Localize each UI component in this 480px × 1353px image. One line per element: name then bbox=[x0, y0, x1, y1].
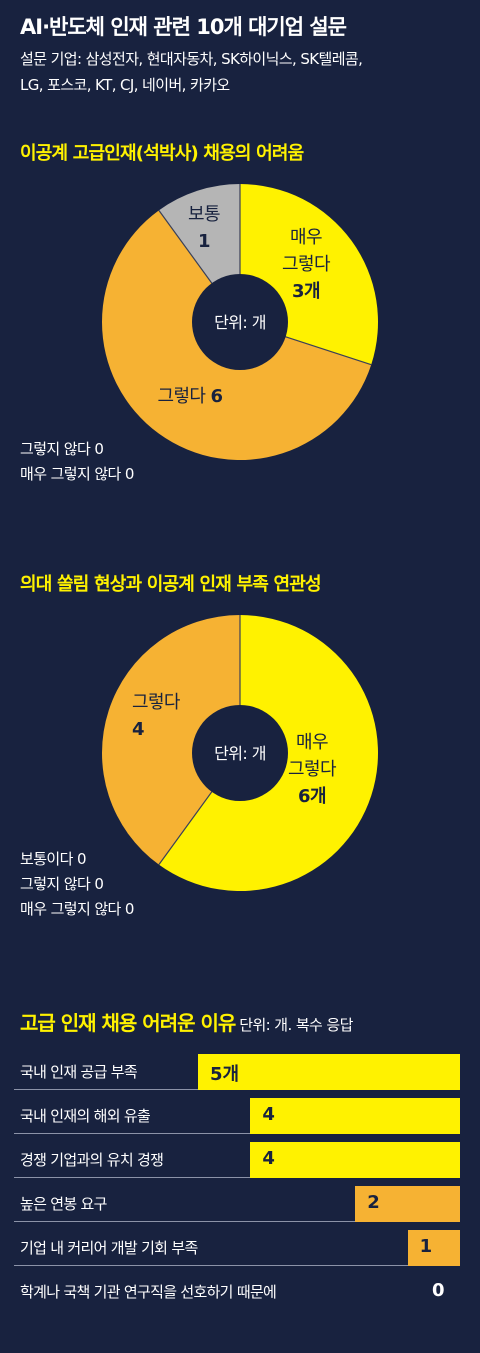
chart2-slice-label-line-0-1: 그렇다 bbox=[288, 759, 337, 780]
bar-label: 기업 내 커리어 개발 기회 부족 bbox=[20, 1239, 198, 1257]
bar bbox=[250, 1098, 460, 1134]
bar-baseline bbox=[14, 1265, 408, 1266]
bar-row: 경쟁 기업과의 유치 경쟁 4 bbox=[0, 1140, 480, 1178]
chart2-slice-value-1: 4 bbox=[132, 719, 144, 740]
bar-value-label: 1 bbox=[419, 1236, 433, 1257]
bar-value-label: 0 bbox=[432, 1280, 445, 1301]
bar-row: 국내 인재 공급 부족 5개 bbox=[0, 1052, 480, 1090]
chart1-slice-label-line-2-0: 보통 bbox=[188, 204, 220, 225]
bar-row: 학계나 국책 기관 연구직을 선호하기 때문에 0 bbox=[0, 1272, 480, 1310]
chart1-title: 이공계 고급인재(석박사) 채용의 어려움 bbox=[20, 143, 304, 164]
chart2-title: 의대 쏠림 현상과 이공계 인재 부족 연관성 bbox=[20, 574, 322, 595]
bar bbox=[407, 1230, 460, 1266]
chart1-zero-note-0: 그렇지 않다 0 bbox=[20, 440, 104, 458]
bar-label: 국내 인재 공급 부족 bbox=[20, 1063, 138, 1081]
bar bbox=[198, 1054, 460, 1090]
bar-row: 기업 내 커리어 개발 기회 부족 1 bbox=[0, 1228, 480, 1266]
bar-value-label: 4 bbox=[262, 1104, 275, 1125]
bar-row: 국내 인재의 해외 유출 4 bbox=[0, 1096, 480, 1134]
chart2-center-hole bbox=[192, 705, 288, 801]
chart1-center-hole bbox=[192, 274, 288, 370]
chart2-zero-note-2: 매우 그렇지 않다 0 bbox=[20, 900, 134, 918]
chart2-zero-note-0: 보통이다 0 bbox=[20, 850, 87, 868]
chart1-center-label: 단위: 개 bbox=[214, 313, 266, 332]
bar-value-label: 4 bbox=[262, 1148, 275, 1169]
bar-value-label: 2 bbox=[367, 1192, 380, 1213]
chart1-slice-value-2: 1 bbox=[198, 231, 210, 252]
chart2-center-label: 단위: 개 bbox=[214, 744, 266, 763]
bar-baseline bbox=[14, 1089, 198, 1090]
chart1-slice-value-0: 3개 bbox=[292, 281, 320, 302]
survey-companies-line-1: 설문 기업: 삼성전자, 현대자동차, SK하이닉스, SK텔레콤, bbox=[20, 50, 363, 68]
bar-row: 높은 연봉 요구 2 bbox=[0, 1184, 480, 1222]
chart1-slice-label-line-0-0: 매우 bbox=[290, 227, 322, 248]
bar-label: 경쟁 기업과의 유치 경쟁 bbox=[20, 1151, 164, 1169]
page-title: AI·반도체 인재 관련 10개 대기업 설문 bbox=[20, 15, 347, 39]
bar bbox=[355, 1186, 460, 1222]
chart3-title: 고급 인재 채용 어려운 이유 단위: 개. 복수 응답 bbox=[20, 1007, 353, 1036]
chart1-slice-label-line-0-1: 그렇다 bbox=[282, 254, 331, 275]
bar-baseline bbox=[14, 1177, 251, 1178]
chart2-slice-label-1: 그렇다 4 bbox=[132, 692, 182, 740]
bar-baseline bbox=[14, 1221, 356, 1222]
chart1-slice-label-1: 그렇다 6 bbox=[158, 386, 224, 407]
bar bbox=[250, 1142, 460, 1178]
survey-companies-line-2: LG, 포스코, KT, CJ, 네이버, 카카오 bbox=[20, 76, 230, 94]
bar-label: 국내 인재의 해외 유출 bbox=[20, 1107, 151, 1125]
bar-value-label: 5개 bbox=[210, 1064, 240, 1085]
chart2-slice-label-line-1-0: 그렇다 bbox=[132, 692, 181, 713]
chart2-slice-label-line-0-0: 매우 bbox=[296, 732, 328, 753]
chart1-slice-label-2: 보통 1 bbox=[188, 204, 221, 252]
chart3-title-text: 고급 인재 채용 어려운 이유 bbox=[20, 1011, 236, 1035]
chart1-zero-note-1: 매우 그렇지 않다 0 bbox=[20, 465, 134, 483]
chart1-slice-label-text-1: 그렇다 6 bbox=[158, 386, 223, 407]
chart2-slice-value-0: 6개 bbox=[298, 786, 326, 807]
bar-label: 높은 연봉 요구 bbox=[20, 1195, 107, 1213]
bar-baseline bbox=[14, 1133, 251, 1134]
chart3-unit-note: 단위: 개. 복수 응답 bbox=[239, 1016, 353, 1034]
bar-label: 학계나 국책 기관 연구직을 선호하기 때문에 bbox=[20, 1283, 277, 1301]
chart2-slice-1 bbox=[102, 615, 241, 865]
chart2-zero-note-1: 그렇지 않다 0 bbox=[20, 875, 104, 893]
